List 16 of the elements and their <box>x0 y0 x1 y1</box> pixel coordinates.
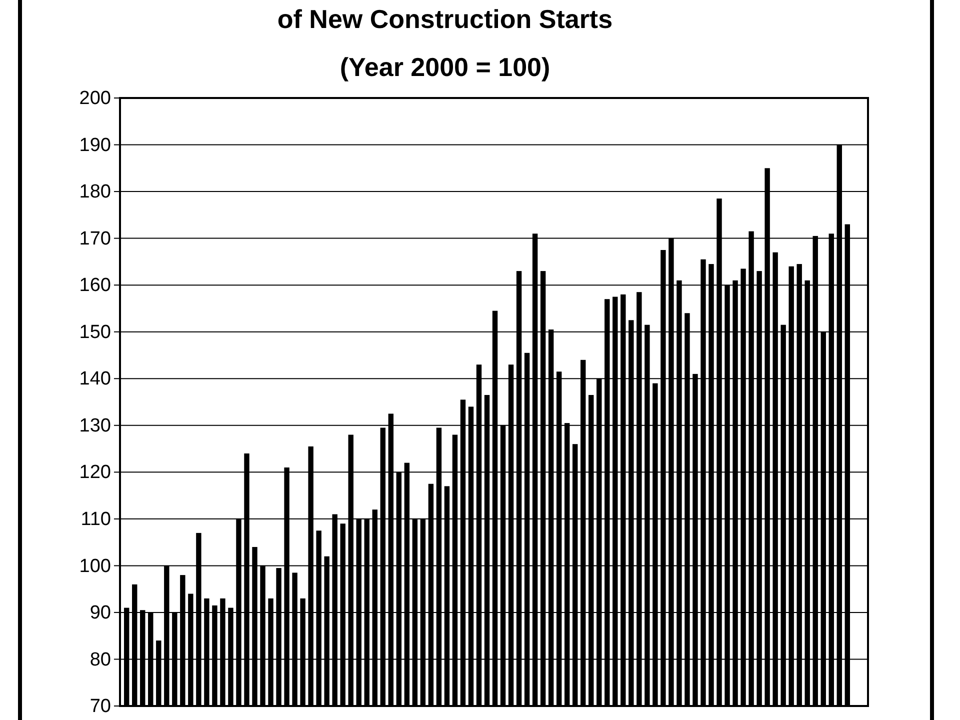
y-tick-label: 100 <box>79 556 111 577</box>
chart-subtitle: (Year 2000 = 100) <box>340 52 550 82</box>
y-tick-label: 80 <box>90 649 111 670</box>
y-tick-label: 120 <box>79 462 111 484</box>
y-tick-label: 70 <box>90 696 111 718</box>
y-tick-label: 160 <box>79 275 111 296</box>
y-tick-label: 140 <box>79 368 111 390</box>
y-tick-label: 150 <box>79 322 111 343</box>
y-tick-label: 170 <box>79 228 111 250</box>
y-tick-label: 90 <box>90 602 111 624</box>
y-tick-label: 110 <box>80 509 111 530</box>
y-tick-label: 190 <box>79 134 111 156</box>
y-tick-label: 200 <box>79 88 111 110</box>
y-tick-label: 130 <box>79 415 111 436</box>
chart-title: of New Construction Starts <box>277 4 613 34</box>
y-tick-label: 180 <box>79 182 111 203</box>
